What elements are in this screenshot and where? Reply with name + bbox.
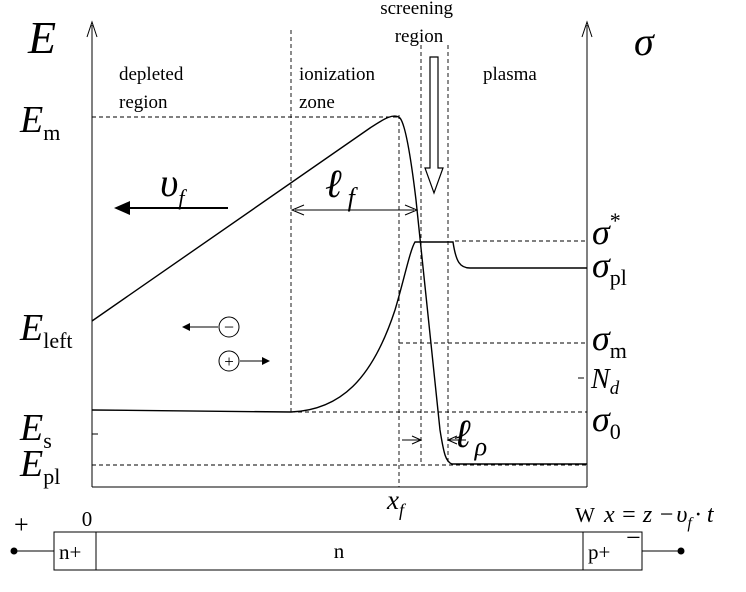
negative-polarity: − [626,523,641,552]
screening-label-line1: screening [380,0,453,19]
origin-label: 0 [82,507,93,531]
label-em: Em [19,99,60,145]
label-sigma-star: σ* [592,208,621,252]
electron-symbol [218,316,240,338]
w-label: W [575,503,595,527]
depleted-label-line2: region [119,92,168,113]
screening-length-arrowhead-right [446,435,458,445]
right-terminal [677,547,685,555]
label-eleft: Eleft [19,307,73,353]
conductivity-curve [91,241,587,413]
sigma-axis-symbol: σ [634,19,655,64]
right-axis-arrowhead [581,20,593,38]
hole-sign: + [224,352,234,371]
label-sigma-0: σ0 [592,399,621,444]
hole-symbol [218,350,240,372]
label-es: Es [19,407,52,453]
ionization-label-line2: zone [299,92,335,113]
svg-text:depleted region: depleted region [119,64,188,113]
svg-text:screening region: screening region [380,0,458,47]
label-sigma-m: σm [592,318,627,363]
screening-arrow [424,56,444,195]
positive-polarity: + [14,510,29,539]
screening-label-line2: region [395,26,444,47]
n-region-label: n [334,539,345,563]
label-nd: Nd [590,364,620,399]
label-sigma-pl: σpl [592,245,627,290]
svg-text:ionization zone: ionization zone [299,64,380,113]
device-bar [53,531,643,571]
n-plus-label: n+ [59,540,81,564]
electron-sign: − [224,317,234,337]
plasma-label: plasma [483,64,537,85]
electron-drift-arrowhead [182,323,190,331]
ionization-label-line1: ionization [299,64,375,85]
coordinate-formula: x = z −υf · t [603,502,715,532]
label-epl: Epl [19,443,60,489]
p-plus-label: p+ [588,540,610,564]
velocity-arrowhead [114,201,130,215]
field-curve [91,115,587,465]
screening-length-arrowhead-left [411,435,423,445]
left-terminal [10,547,18,555]
left-axis-arrowhead [86,20,98,38]
depleted-label-line1: depleted [119,64,184,85]
e-axis-symbol: E [27,12,56,63]
front-width-arrowhead-left [290,204,305,216]
xf-label: xf [386,485,407,520]
hole-drift-arrowhead [262,357,270,365]
front-width-arrowhead-right [404,204,419,216]
velocity-label: υf [160,160,187,210]
